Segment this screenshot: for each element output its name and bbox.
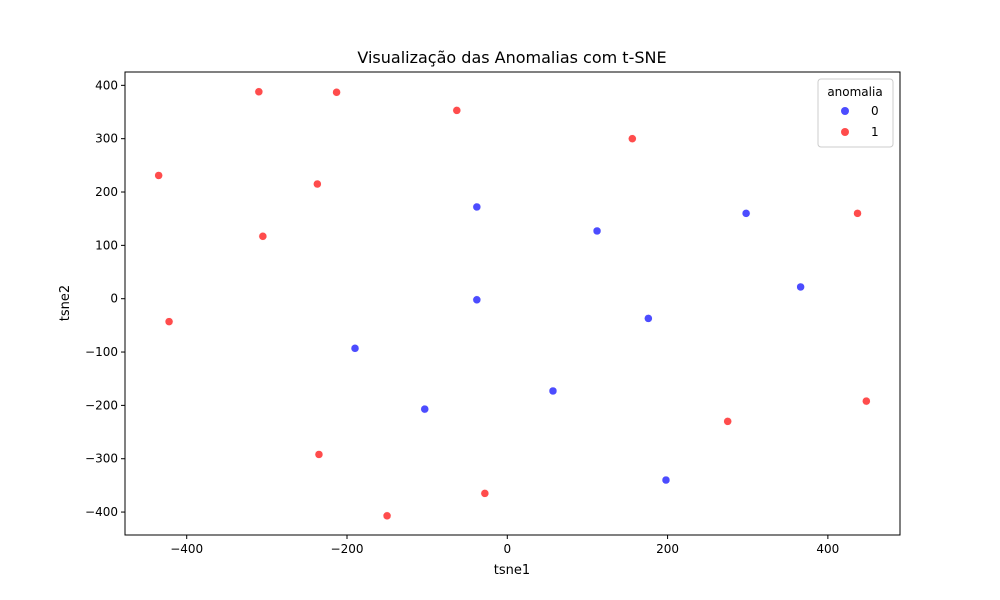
scatter-point-series-1 [258,232,268,241]
plot-frame [124,71,901,536]
data-points [154,87,871,521]
y-tick-label: 0 [110,292,118,306]
scatter-point-series-0 [350,344,360,353]
scatter-point-series-1 [164,317,174,326]
legend-title: anomalia [827,85,882,99]
scatter-point-series-1 [332,88,341,97]
legend-marker-1 [841,128,849,136]
y-axis-label: tsne2 [58,285,73,321]
y-tick-label: −100 [85,345,118,359]
scatter-point-series-1 [382,511,392,521]
y-tick-label: −300 [85,452,118,466]
scatter-point-series-0 [592,226,602,236]
scatter-point-series-1 [313,179,322,189]
y-tick-label: 400 [95,78,118,92]
x-tick-label: 400 [816,542,839,556]
scatter-point-series-0 [548,386,558,396]
scatter-point-series-0 [472,295,482,305]
x-axis-label: tsne1 [494,563,530,578]
x-tick-label: −400 [170,542,203,556]
legend-label-1: 1 [871,125,879,139]
scatter-point-series-1 [628,134,637,143]
plot-area: −400 −200 0 200 400 −400 −300 −200 −100 0 100 200 3… [85,71,901,556]
scatter-point-series-1 [723,417,732,426]
x-tick-label: −200 [331,542,364,556]
scatter-point-series-1 [480,489,490,498]
y-tick-label: −400 [85,505,118,519]
chart-title: Visualização das Anomalias com t-SNE [357,48,666,67]
scatter-point-series-1 [862,396,871,406]
legend-marker-0 [841,107,849,115]
scatter-point-series-0 [741,209,751,218]
y-tick-label: 300 [95,132,118,146]
x-axis-ticks: −400 −200 0 200 400 [170,535,839,556]
legend: anomalia 0 1 [817,78,894,148]
y-tick-label: 200 [95,185,118,199]
scatter-point-series-1 [853,209,862,218]
scatter-point-series-1 [154,171,163,180]
x-tick-label: 200 [656,542,679,556]
scatter-point-series-0 [420,404,429,414]
scatter-point-series-0 [796,282,805,292]
y-tick-label: 100 [95,238,118,252]
scatter-point-series-1 [452,106,462,115]
y-tick-label: −200 [85,398,118,412]
y-axis-ticks: −400 −300 −200 −100 0 100 200 300 400 [85,78,125,519]
legend-box [817,78,894,148]
scatter-point-series-1 [254,87,264,96]
x-tick-label: 0 [503,542,511,556]
scatter-point-series-0 [661,475,671,485]
scatter-point-series-0 [644,314,653,323]
scatter-point-series-1 [314,450,324,459]
scatter-point-series-0 [472,202,482,212]
legend-label-0: 0 [871,104,879,118]
